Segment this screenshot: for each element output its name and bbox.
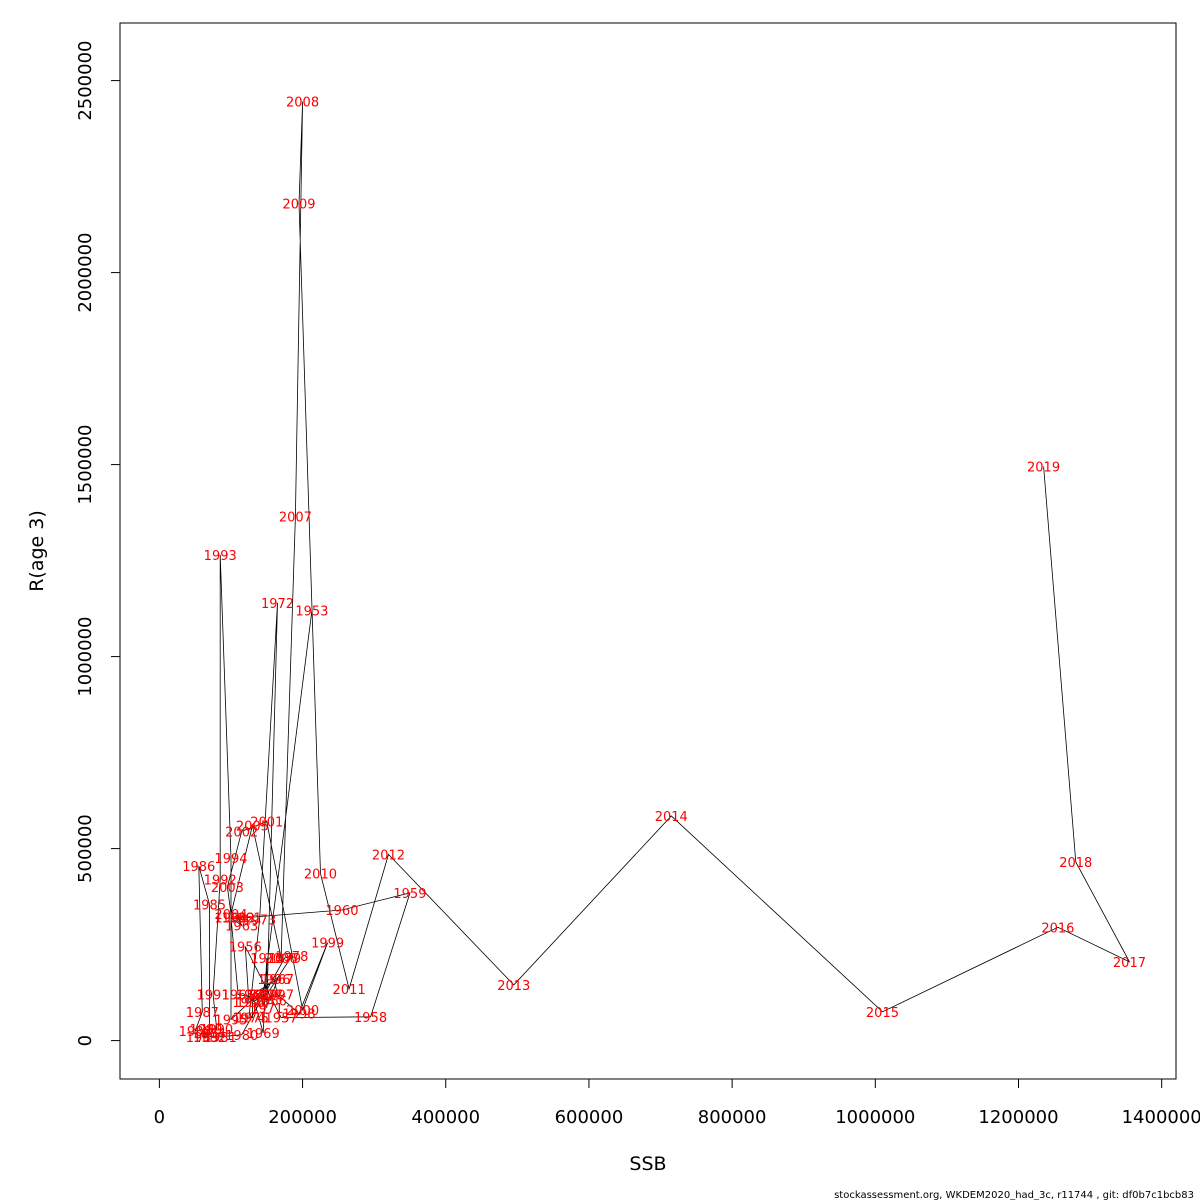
point-label-1982: 1982 <box>193 1031 226 1046</box>
point-label-1962: 1962 <box>222 912 255 927</box>
point-label-2003: 2003 <box>211 881 244 896</box>
point-label-1980: 1980 <box>225 1029 258 1044</box>
footer-note: stockassessment.org, WKDEM2020_had_3c, r… <box>834 1190 1194 1200</box>
point-label-1978: 1978 <box>275 950 308 965</box>
y-tick-label: 0 <box>75 1035 96 1046</box>
point-label-1963: 1963 <box>225 919 258 934</box>
point-label-1973: 1973 <box>243 914 276 929</box>
point-label-1961: 1961 <box>229 912 262 927</box>
x-tick-label: 800000 <box>698 1107 767 1128</box>
plot-frame <box>119 22 1177 1080</box>
point-label-1975: 1975 <box>236 1012 269 1027</box>
point-label-1979: 1979 <box>268 952 301 967</box>
y-tick-label: 2000000 <box>75 233 96 313</box>
point-label-2004: 2004 <box>214 908 247 923</box>
point-label-2008: 2008 <box>286 96 319 111</box>
point-label-2009: 2009 <box>282 197 315 212</box>
x-tick-label: 1200000 <box>978 1107 1058 1128</box>
point-label-1999: 1999 <box>311 937 344 952</box>
point-label-2014: 2014 <box>655 810 688 825</box>
point-label-2011: 2011 <box>333 983 366 998</box>
point-label-2000: 2000 <box>286 1004 319 1019</box>
point-label-1955: 1955 <box>232 996 265 1011</box>
point-label-1991: 1991 <box>197 989 230 1004</box>
point-label-1989: 1989 <box>189 1023 222 1038</box>
point-label-2007: 2007 <box>279 510 312 525</box>
point-label-2006: 2006 <box>265 952 298 967</box>
point-label-2013: 2013 <box>497 979 530 994</box>
point-label-1984: 1984 <box>193 1027 226 1042</box>
point-label-1993: 1993 <box>204 549 237 564</box>
point-label-1992: 1992 <box>204 873 237 888</box>
x-tick-label: 1000000 <box>835 1107 915 1128</box>
y-tick-label: 1000000 <box>75 617 96 697</box>
x-tick-label: 1400000 <box>1122 1107 1200 1128</box>
y-axis: 0 500000 1000000 1500000 2000000 2500000 <box>75 41 121 1046</box>
point-label-2015: 2015 <box>866 1006 899 1021</box>
point-label-1986: 1986 <box>182 860 215 875</box>
x-tick-label: 600000 <box>555 1107 624 1128</box>
x-tick-label: 0 <box>154 1107 165 1128</box>
point-label-1985: 1985 <box>193 898 226 913</box>
point-label-1995: 1995 <box>214 1013 247 1028</box>
point-label-1969: 1969 <box>247 1027 280 1042</box>
point-label-2001: 2001 <box>250 816 283 831</box>
point-label-1997: 1997 <box>261 989 294 1004</box>
point-label-1968: 1968 <box>236 989 269 1004</box>
point-label-1958: 1958 <box>354 1011 387 1026</box>
x-axis: 0 200000 400000 600000 800000 1000000 1200000 1… <box>154 1078 1200 1128</box>
point-label-1972: 1972 <box>261 597 294 612</box>
point-label-1966: 1966 <box>254 994 287 1009</box>
point-label-1971: 1971 <box>250 1002 283 1017</box>
point-label-1988: 1988 <box>179 1025 212 1040</box>
point-label-1974: 1974 <box>232 1012 265 1027</box>
point-label-1970: 1970 <box>250 952 283 967</box>
point-label-1953: 1953 <box>295 605 328 620</box>
point-label-1994: 1994 <box>214 852 247 867</box>
series-ssb-recruitment <box>194 101 1131 1038</box>
point-label-2017: 2017 <box>1113 956 1146 971</box>
x-tick-label: 200000 <box>268 1107 337 1128</box>
point-label-1998: 1998 <box>282 1008 315 1023</box>
point-label-1981: 1981 <box>204 1031 237 1046</box>
point-label-1956: 1956 <box>229 941 262 956</box>
point-label-2010: 2010 <box>304 868 337 883</box>
point-label-2019: 2019 <box>1027 461 1060 476</box>
y-tick-label: 2500000 <box>75 41 96 121</box>
y-axis-title: R(age 3) <box>26 510 48 592</box>
point-label-1957: 1957 <box>265 1012 298 1027</box>
point-label-2002: 2002 <box>225 825 258 840</box>
point-label-2005: 2005 <box>236 820 269 835</box>
point-label-1977: 1977 <box>250 989 283 1004</box>
point-label-1954: 1954 <box>247 989 280 1004</box>
x-tick-label: 400000 <box>411 1107 480 1128</box>
point-label-1983: 1983 <box>186 1031 219 1046</box>
y-tick-label: 500000 <box>75 814 96 883</box>
y-tick-label: 1500000 <box>75 425 96 505</box>
point-label-1967: 1967 <box>261 973 294 988</box>
point-label-1996: 1996 <box>257 973 290 988</box>
point-label-2016: 2016 <box>1041 921 1074 936</box>
point-label-2018: 2018 <box>1059 856 1092 871</box>
point-label-1960: 1960 <box>325 904 358 919</box>
point-label-1959: 1959 <box>393 887 426 902</box>
point-label-1964: 1964 <box>214 912 247 927</box>
trajectory-line <box>194 101 1131 1038</box>
point-label-1965: 1965 <box>222 989 255 1004</box>
point-label-1987: 1987 <box>186 1006 219 1021</box>
point-label-2012: 2012 <box>372 848 405 863</box>
point-label-1990: 1990 <box>200 1023 233 1038</box>
point-label-1976: 1976 <box>236 996 269 1011</box>
x-axis-title: SSB <box>629 1153 666 1175</box>
